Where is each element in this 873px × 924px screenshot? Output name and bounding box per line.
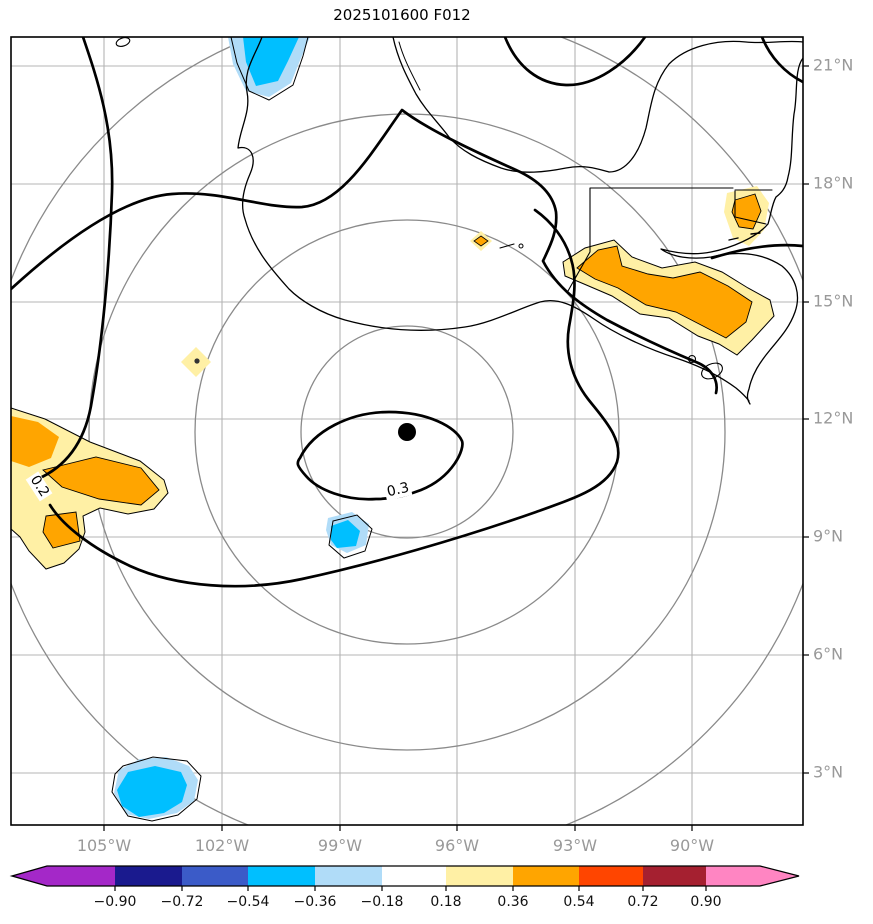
colorbar-tick-pos090: 0.90 [690,894,722,910]
colorbar-seg-2 [182,866,248,886]
patch-belize-orange [731,193,762,230]
colorbar-tick-neg090: −0.90 [93,894,137,910]
colorbar-outline [9,865,800,887]
lon-label-99w: 99°W [317,836,363,855]
contour-outer-west [40,37,620,588]
contour-honduras-coast [710,243,803,260]
colorbar-tick-pos072: 0.72 [627,894,659,910]
contour-top-u [503,37,647,87]
colorbar-seg-6 [446,866,513,886]
laguna-terminos [499,243,515,249]
patch-north-outline [230,37,309,101]
colorbar-tick-neg036: −0.36 [293,894,337,910]
shaded-patches [11,37,775,822]
latlon-grid [11,37,803,825]
colorbar-left-arrow [12,866,47,886]
patch-southwest-cyan [117,766,187,817]
patch-west-orange-c [42,511,81,549]
colorbar-tick-pos018: 0.18 [430,894,462,910]
lon-label-90w: 90°W [669,836,715,855]
patch-mid-outline [328,514,373,559]
lat-label-15n: 15°N [813,291,854,311]
colorbar-tick-neg018: −0.18 [360,894,404,910]
contour-topright-arc [760,37,803,84]
colorbar [9,865,800,891]
colorbar-tick-neg054: −0.54 [226,894,270,910]
patch-mid-cyan [331,520,360,548]
lon-label-105w: 105°W [76,836,132,855]
lat-label-21n: 21°N [813,55,854,75]
colorbar-tick-neg072: −0.72 [160,894,204,910]
lat-label-6n: 6°N [813,644,844,664]
lon-label-102w: 102°W [194,836,250,855]
lon-label-93w: 93°W [552,836,598,855]
lat-label-3n: 3°N [813,762,844,782]
patch-west-orange-b [42,456,160,506]
contour-lines [11,37,803,588]
colorbar-ticks [114,886,707,891]
patch-diamond-sw-dot [194,358,200,364]
lat-label-9n: 9°N [813,526,844,546]
map-border [10,36,804,826]
coastline-gulf-campeche [392,37,803,173]
bay-islands [728,232,761,241]
storm-center-dot [398,423,416,441]
isla-carmen [518,243,524,249]
colorbar-tick-pos054: 0.54 [563,894,595,910]
patch-diamond-mid-core [473,235,489,247]
patch-east-orange [576,245,753,339]
colorbar-seg-9 [643,866,706,886]
coastline-mexico-pacific [237,37,750,402]
colorbar-right-arrow [760,866,799,886]
colorbar-seg-7 [513,866,579,886]
colorbar-seg-5 [382,866,446,886]
colorbar-seg-3 [248,866,315,886]
patch-west-orange-a [11,416,59,467]
country-borders [567,187,773,292]
colorbar-seg-8 [579,866,643,886]
colorbar-seg-below [47,866,115,886]
coastline-yucatan-caribbean [660,57,803,405]
colorbar-seg-above [706,866,760,886]
contour-dome [11,108,718,395]
contour-inner-eye [296,410,464,501]
colorbar-seg-1 [115,866,182,886]
axis-ticks [103,65,809,831]
colorbar-seg-4 [315,866,382,886]
island-top-left [115,37,131,47]
page-title: 2025101600 F012 [333,6,471,24]
coastline-lagoon-line [398,41,421,91]
lat-label-12n: 12°N [813,408,854,428]
patch-southwest-outline [111,756,202,822]
lat-label-18n: 18°N [813,173,854,193]
colorbar-tick-pos036: 0.36 [497,894,529,910]
coastlines [115,37,803,405]
lon-label-96w: 96°W [434,836,480,855]
